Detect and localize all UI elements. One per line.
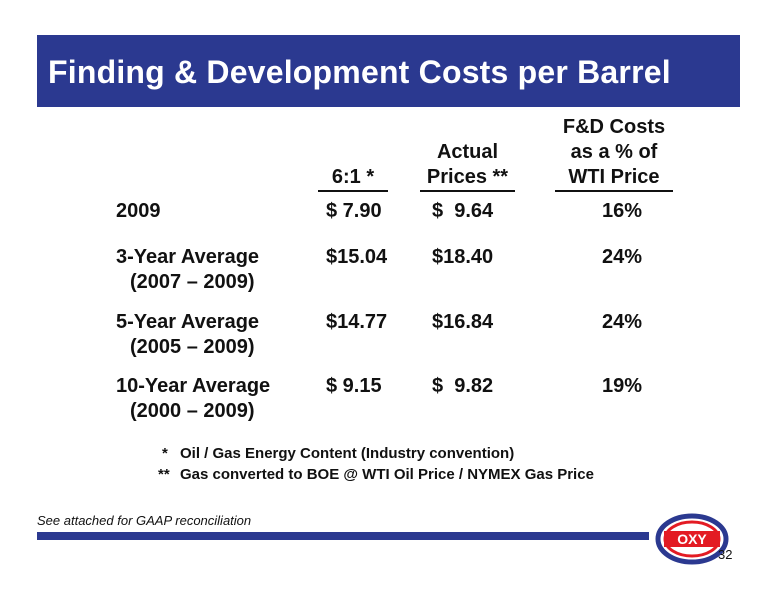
header-fd-costs: F&D Costs as a % of WTI Price xyxy=(555,115,673,192)
oxy-logo-text: OXY xyxy=(677,531,707,547)
page-number: 32 xyxy=(718,547,733,562)
footnote-text: Oil / Gas Energy Content (Industry conve… xyxy=(180,445,515,462)
row-fd-percent: 24% xyxy=(602,246,643,268)
row-actual-value: $ 9.82 xyxy=(432,375,494,397)
footnote-marker: ** xyxy=(158,466,170,483)
row-ratio-value: $ 9.15 xyxy=(326,375,382,397)
row-fd-percent: 19% xyxy=(602,375,643,397)
header-fd-line-3: WTI Price xyxy=(568,166,660,188)
row-fd-percent: 16% xyxy=(602,200,643,222)
header-ratio-underline xyxy=(318,190,388,192)
header-ratio: 6:1 * xyxy=(318,165,388,192)
header-ratio-line-1: 6:1 * xyxy=(331,166,375,188)
header-fd-underline xyxy=(555,190,673,192)
header-actual-prices: Actual Prices ** xyxy=(420,140,515,192)
header-actual-underline xyxy=(420,190,515,192)
row-label: 2009 xyxy=(116,200,161,222)
row-ratio-value: $14.77 xyxy=(326,311,388,333)
header-fd-line-1: F&D Costs xyxy=(562,116,666,138)
row-label: 10-Year Average xyxy=(116,375,271,397)
row-label: 5-Year Average xyxy=(116,311,260,333)
page-title: Finding & Development Costs per Barrel xyxy=(48,54,671,90)
row-period: (2007 – 2009) xyxy=(130,271,255,293)
row-actual-value: $16.84 xyxy=(432,311,494,333)
header-fd-line-2: as a % of xyxy=(570,141,658,163)
row-ratio-value: $ 7.90 xyxy=(326,200,382,222)
header-actual-line-2: Prices ** xyxy=(426,166,509,188)
row-actual-value: $18.40 xyxy=(432,246,494,268)
header-actual-line-1: Actual xyxy=(436,141,499,163)
footnote-marker: * xyxy=(162,445,168,462)
title-bar xyxy=(37,35,740,107)
row-ratio-value: $15.04 xyxy=(326,246,388,268)
footnote-text: Gas converted to BOE @ WTI Oil Price / N… xyxy=(180,466,594,483)
oxy-logo: OXY xyxy=(655,513,729,565)
row-period: (2005 – 2009) xyxy=(130,336,255,358)
row-period: (2000 – 2009) xyxy=(130,400,255,422)
row-label: 3-Year Average xyxy=(116,246,260,268)
gaap-note: See attached for GAAP reconciliation xyxy=(37,513,252,528)
row-fd-percent: 24% xyxy=(602,311,643,333)
row-actual-value: $ 9.64 xyxy=(432,200,494,222)
bottom-bar xyxy=(37,532,649,540)
